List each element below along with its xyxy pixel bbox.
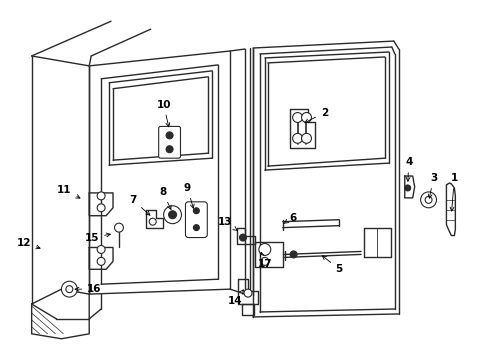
- Circle shape: [260, 257, 268, 265]
- Circle shape: [193, 225, 199, 231]
- Circle shape: [258, 243, 270, 255]
- Circle shape: [168, 211, 176, 219]
- Circle shape: [97, 204, 105, 212]
- Text: 2: 2: [304, 108, 327, 123]
- Circle shape: [66, 286, 73, 293]
- Circle shape: [149, 218, 156, 225]
- Circle shape: [166, 146, 173, 153]
- Text: 1: 1: [449, 173, 457, 211]
- Circle shape: [289, 251, 297, 258]
- Circle shape: [166, 132, 173, 139]
- Circle shape: [114, 223, 123, 232]
- Circle shape: [97, 246, 105, 253]
- Text: 9: 9: [183, 183, 194, 208]
- Circle shape: [61, 281, 77, 297]
- Circle shape: [97, 192, 105, 200]
- Circle shape: [239, 234, 246, 241]
- Text: 10: 10: [156, 100, 170, 127]
- Text: 14: 14: [227, 290, 243, 306]
- Text: 11: 11: [57, 185, 80, 198]
- Circle shape: [97, 257, 105, 265]
- Text: 15: 15: [84, 233, 110, 243]
- Circle shape: [404, 185, 410, 191]
- Text: 16: 16: [75, 284, 102, 294]
- Circle shape: [301, 113, 311, 122]
- Circle shape: [163, 206, 181, 224]
- Circle shape: [420, 192, 436, 208]
- Text: 5: 5: [322, 256, 342, 274]
- Circle shape: [301, 133, 311, 143]
- Text: 6: 6: [284, 213, 296, 224]
- Circle shape: [424, 196, 431, 203]
- Text: 3: 3: [427, 173, 436, 198]
- Text: 8: 8: [159, 187, 171, 210]
- Text: 4: 4: [404, 157, 411, 181]
- Text: 12: 12: [17, 238, 40, 249]
- Text: 7: 7: [129, 195, 150, 215]
- Text: 13: 13: [218, 217, 237, 231]
- Circle shape: [244, 289, 251, 297]
- FancyBboxPatch shape: [158, 126, 180, 158]
- FancyBboxPatch shape: [185, 202, 207, 238]
- Text: 17: 17: [257, 252, 272, 269]
- Circle shape: [292, 113, 302, 122]
- Circle shape: [292, 133, 302, 143]
- Circle shape: [193, 208, 199, 214]
